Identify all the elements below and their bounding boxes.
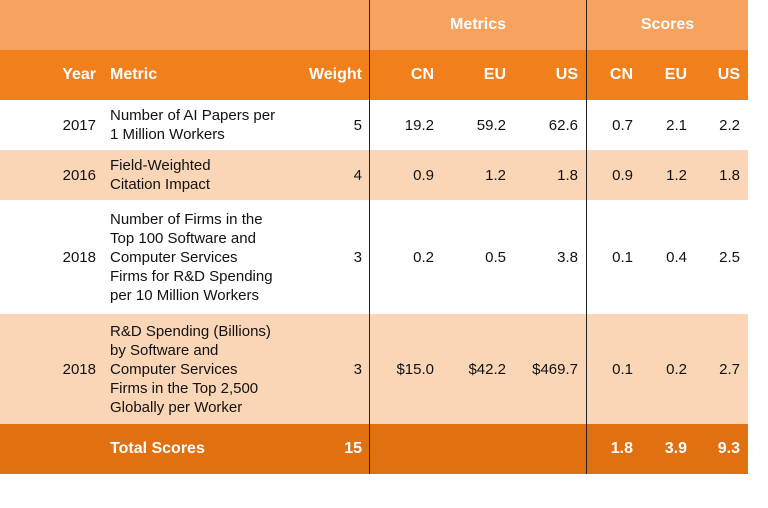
col-header-score-eu: EU xyxy=(664,66,687,83)
col-header-score-cn: CN xyxy=(609,66,633,83)
cell-score-us: 2.2 xyxy=(719,116,740,134)
cell-year: 2017 xyxy=(62,116,96,134)
cell-score-us: 2.7 xyxy=(719,360,740,378)
cell-metric: Field-Weighted Citation Impact xyxy=(110,157,211,193)
group-header-row: Metrics Scores xyxy=(0,0,748,50)
total-score-eu: 3.9 xyxy=(664,440,687,457)
cell-score-eu: 2.1 xyxy=(666,116,687,134)
scorecard-table: Metrics Scores Year Metric Weight CN EU … xyxy=(0,0,748,474)
col-header-metric-cn: CN xyxy=(410,66,434,83)
column-header-row: Year Metric Weight CN EU US CN EU US xyxy=(0,50,748,100)
col-header-year: Year xyxy=(62,66,96,83)
cell-metric: Number of Firms in the Top 100 Software … xyxy=(110,210,273,304)
cell-metric-cn: 0.9 xyxy=(413,166,434,184)
cell-metric: Number of AI Papers per 1 Million Worker… xyxy=(110,107,276,143)
cell-metric-us: 3.8 xyxy=(557,248,578,266)
cell-score-eu: 0.4 xyxy=(666,248,687,266)
cell-metric-eu: 1.2 xyxy=(485,166,506,184)
table-row: 2017 Number of AI Papers per 1 Million W… xyxy=(0,100,748,150)
column-divider-metrics xyxy=(369,0,370,474)
col-header-metric: Metric xyxy=(110,66,158,83)
cell-metric-cn: 0.2 xyxy=(413,248,434,266)
col-header-weight: Weight xyxy=(308,66,362,83)
cell-score-cn: 0.7 xyxy=(612,116,633,134)
cell-metric-us: 62.6 xyxy=(548,116,578,134)
cell-metric-eu: $42.2 xyxy=(468,360,506,378)
total-label: Total Scores xyxy=(110,440,205,457)
cell-weight: 3 xyxy=(353,360,362,378)
total-score-cn: 1.8 xyxy=(610,440,633,457)
cell-score-cn: 0.1 xyxy=(612,248,633,266)
cell-metric-us: $469.7 xyxy=(532,360,578,378)
group-header-scores: Scores xyxy=(640,16,695,33)
cell-year: 2018 xyxy=(62,360,96,378)
total-row: Total Scores 15 1.8 3.9 9.3 xyxy=(0,424,748,474)
table-row: 2018 R&D Spending (Billions) by Software… xyxy=(0,314,748,424)
col-header-score-us: US xyxy=(717,66,740,83)
cell-metric-eu: 59.2 xyxy=(476,116,506,134)
cell-year: 2018 xyxy=(62,248,96,266)
cell-metric: R&D Spending (Billions) by Software and … xyxy=(110,322,271,416)
cell-metric-cn: $15.0 xyxy=(396,360,434,378)
table-row: 2018 Number of Firms in the Top 100 Soft… xyxy=(0,200,748,314)
cell-year: 2016 xyxy=(62,166,96,184)
cell-weight: 3 xyxy=(353,248,362,266)
table-row: 2016 Field-Weighted Citation Impact 4 0.… xyxy=(0,150,748,200)
cell-metric-cn: 19.2 xyxy=(404,116,434,134)
cell-weight: 5 xyxy=(353,116,362,134)
cell-score-us: 2.5 xyxy=(719,248,740,266)
col-header-metric-eu: EU xyxy=(483,66,506,83)
group-header-metrics: Metrics xyxy=(449,16,507,33)
cell-score-eu: 0.2 xyxy=(666,360,687,378)
column-divider-scores xyxy=(586,0,587,474)
cell-metric-eu: 0.5 xyxy=(485,248,506,266)
cell-weight: 4 xyxy=(353,166,362,184)
cell-score-cn: 0.9 xyxy=(612,166,633,184)
cell-metric-us: 1.8 xyxy=(557,166,578,184)
cell-score-us: 1.8 xyxy=(719,166,740,184)
cell-score-cn: 0.1 xyxy=(612,360,633,378)
total-score-us: 9.3 xyxy=(717,440,740,457)
cell-score-eu: 1.2 xyxy=(666,166,687,184)
total-weight: 15 xyxy=(344,440,362,457)
col-header-metric-us: US xyxy=(555,66,578,83)
